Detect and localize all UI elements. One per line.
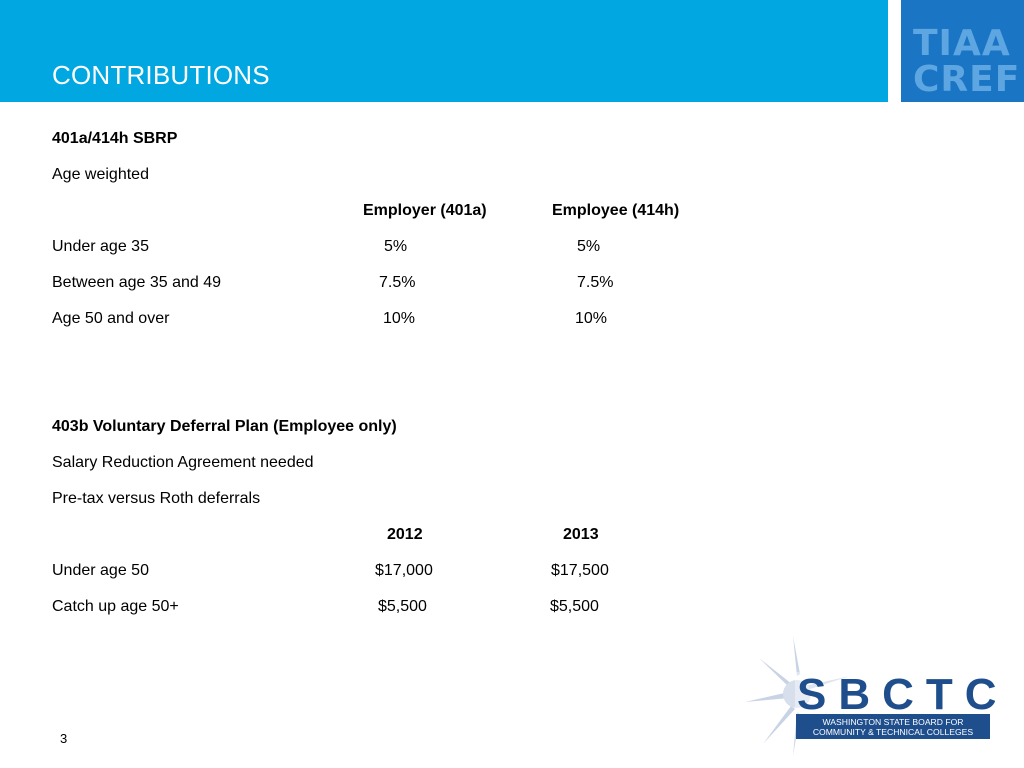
voluntary-line-1: Salary Reduction Agreement needed [52,454,314,471]
voluntary-row-2013: $5,500 [550,598,599,615]
sbrp-heading: 401a/414h SBRP [52,130,178,147]
logo-line-2: CREF [913,59,1021,100]
compass-star-icon [745,636,850,756]
sbrp-row-employer: 10% [383,310,416,327]
voluntary-row-2013: $17,500 [551,562,609,579]
sbctc-wordmark: SBCTC [797,670,995,719]
sbrp-row-employer: 7.5% [379,274,416,291]
sbctc-subtitle-line-2: COMMUNITY & TECHNICAL COLLEGES [813,727,974,737]
column-header-2012: 2012 [387,526,423,543]
sbctc-logo: SBCTC WASHINGTON STATE BOARD FOR COMMUNI… [745,636,995,756]
sbctc-subtitle-line-1: WASHINGTON STATE BOARD FOR [822,717,963,727]
column-header-2013: 2013 [563,526,599,543]
sbrp-row-label: Under age 35 [52,238,149,255]
voluntary-row-2012: $5,500 [378,598,427,615]
sbrp-row-label: Between age 35 and 49 [52,274,222,291]
sbrp-row-employee: 7.5% [577,274,614,291]
column-header-employee: Employee (414h) [552,202,680,219]
logo-line-1: TIAA [913,23,1011,64]
voluntary-heading: 403b Voluntary Deferral Plan (Employee o… [52,418,397,435]
voluntary-row-2012: $17,000 [375,562,433,579]
voluntary-line-2: Pre-tax versus Roth deferrals [52,490,261,507]
sbrp-row-employee: 10% [575,310,608,327]
voluntary-row-label: Under age 50 [52,562,149,579]
header-band: CONTRIBUTIONS [0,0,888,102]
tiaa-cref-logo: TIAA CREF [901,0,1024,102]
column-header-employer: Employer (401a) [363,202,487,219]
sbrp-subheading: Age weighted [52,166,149,183]
page-title: CONTRIBUTIONS [52,60,270,90]
sbrp-row-label: Age 50 and over [52,310,170,327]
page-number: 3 [60,731,68,746]
sbrp-row-employee: 5% [577,238,601,255]
sbctc-banner [796,714,990,739]
sbrp-row-employer: 5% [384,238,408,255]
voluntary-row-label: Catch up age 50+ [52,598,179,615]
